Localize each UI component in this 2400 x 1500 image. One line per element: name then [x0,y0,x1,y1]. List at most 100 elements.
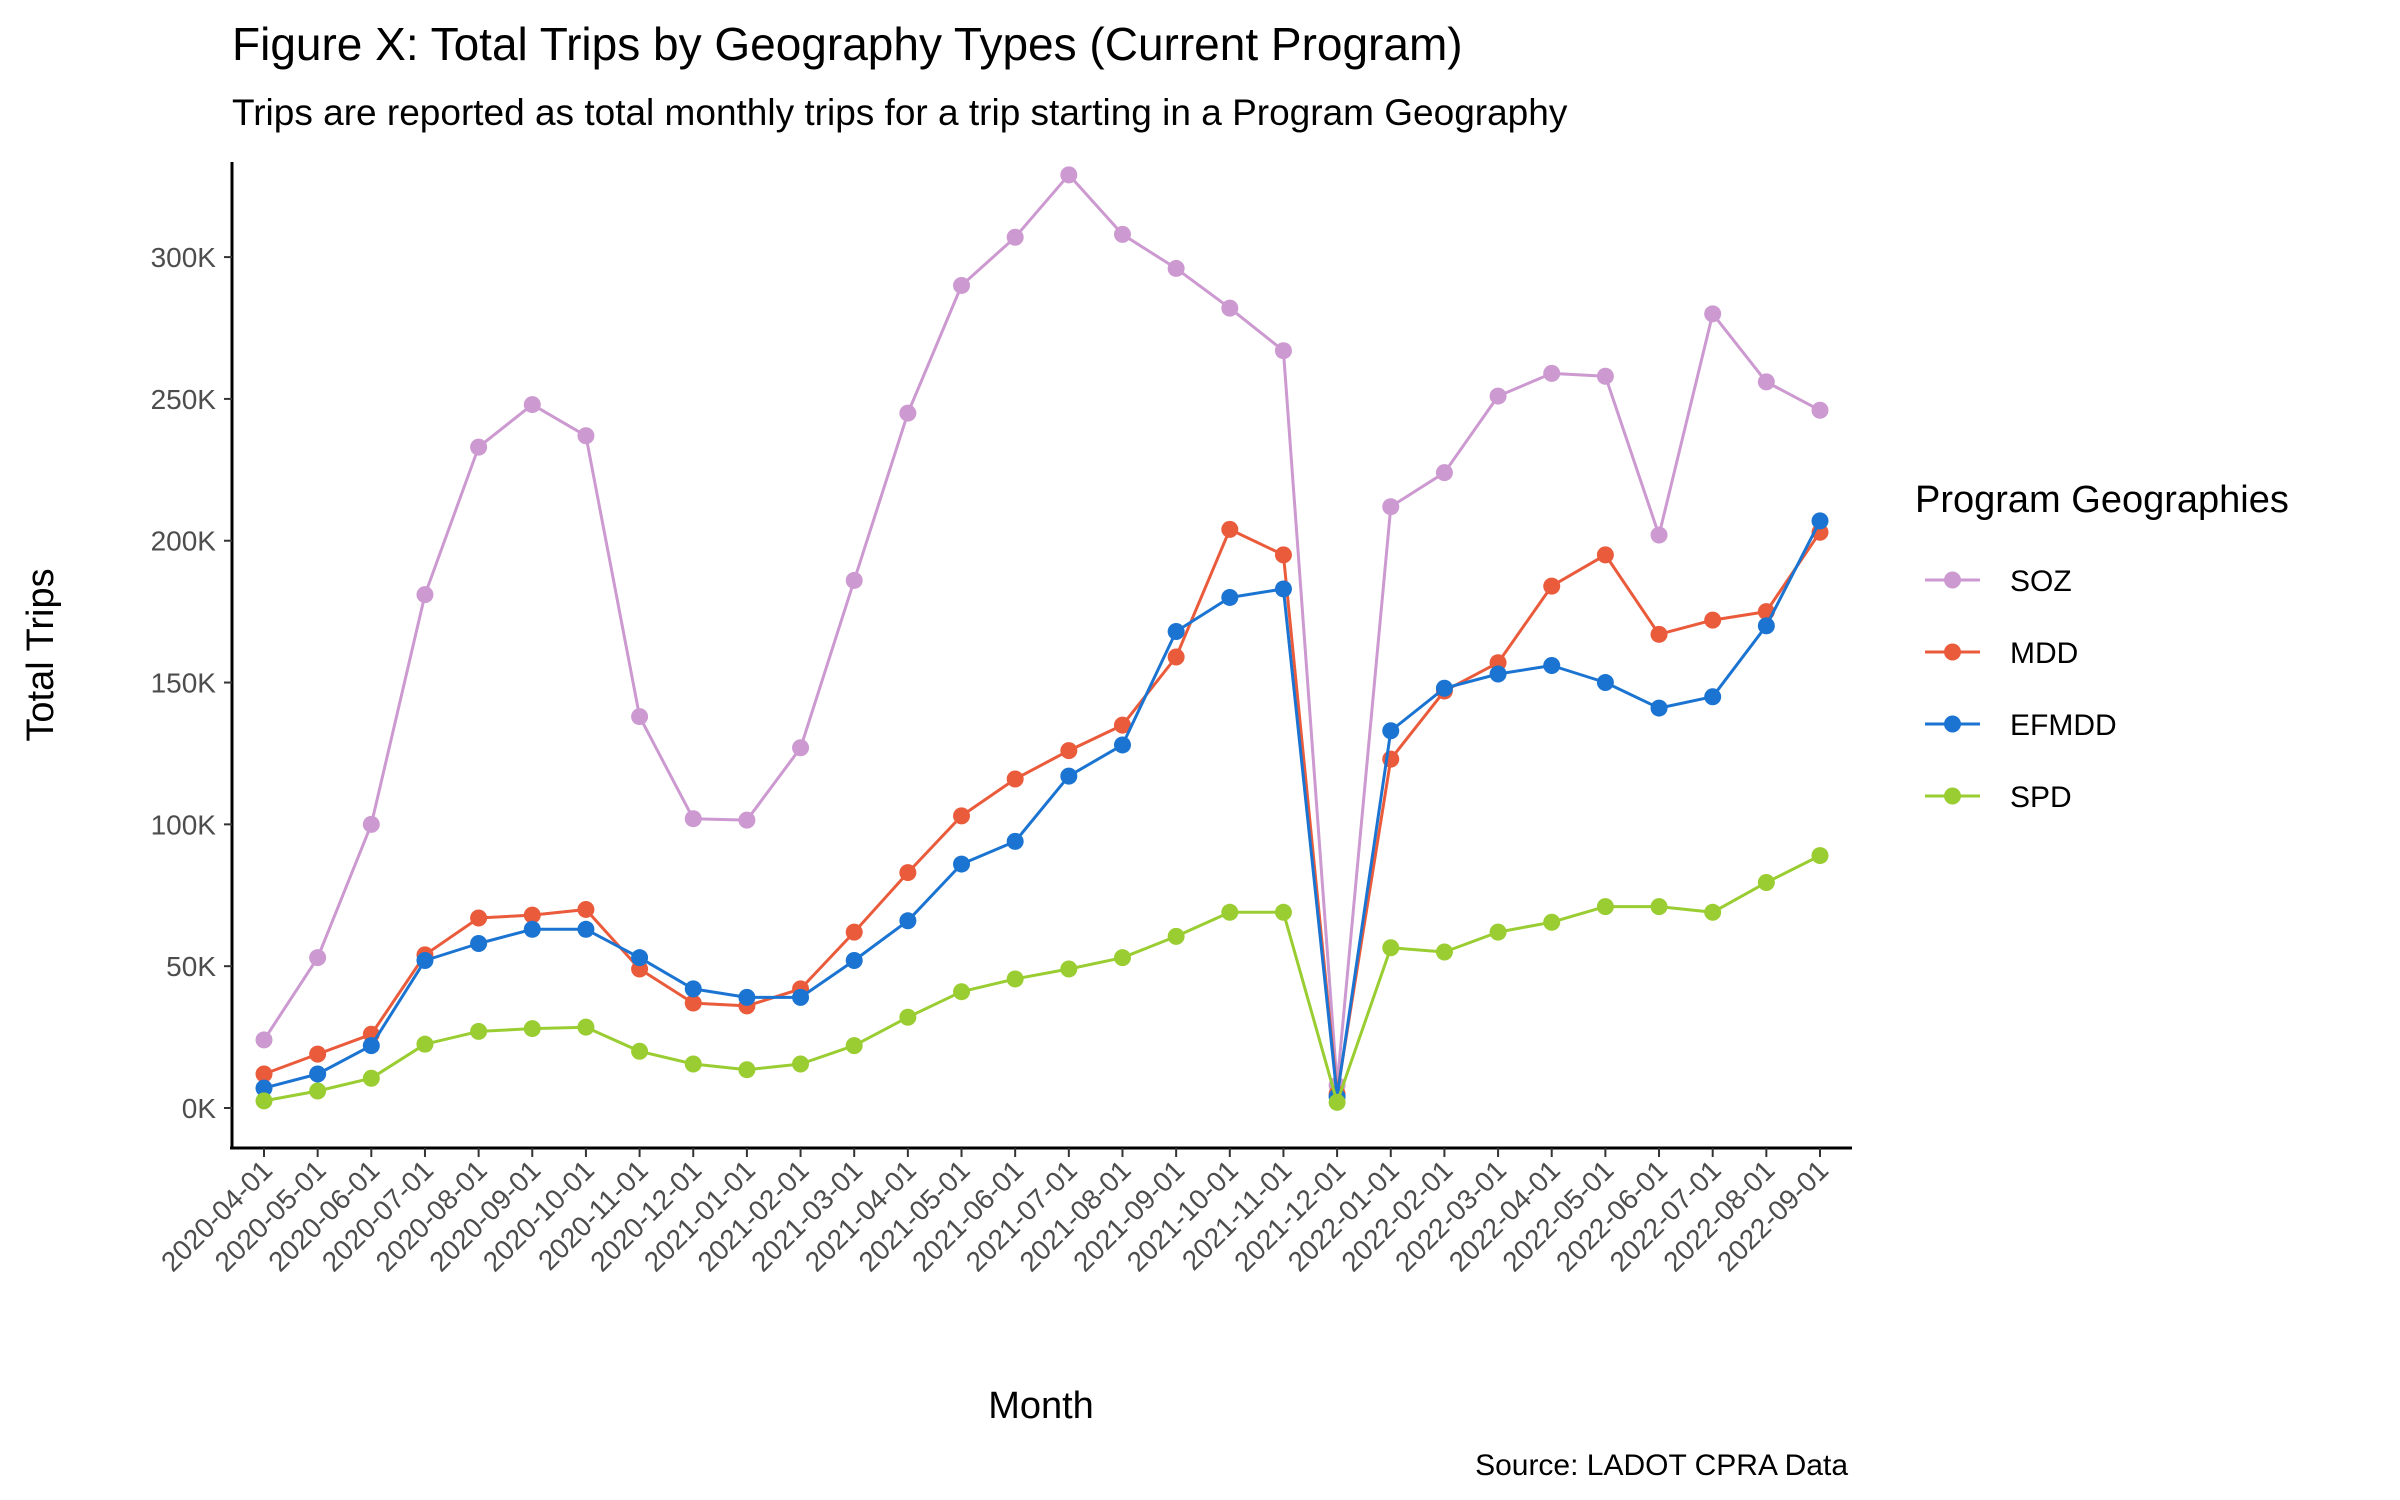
data-point [1167,259,1185,277]
data-point [899,912,917,930]
data-point [631,1042,649,1060]
data-point [470,934,488,952]
data-point [1596,674,1614,692]
legend-key-point [1944,643,1961,661]
data-point [1060,742,1078,760]
data-point [416,1035,434,1053]
data-point [1060,767,1078,785]
data-point [899,404,917,422]
data-point [1167,927,1185,945]
data-point [899,864,917,882]
data-point [1221,588,1239,606]
data-point [1113,225,1131,243]
data-point [738,988,756,1006]
data-point [1596,367,1614,385]
data-point [1113,949,1131,967]
chart-subtitle: Trips are reported as total monthly trip… [232,92,1568,133]
data-point [1811,512,1829,530]
data-point [470,438,488,456]
x-axis-title: Month [988,1385,1094,1427]
y-tick-label: 150K [151,668,217,699]
data-point [1811,847,1829,865]
data-point [1489,923,1507,941]
data-point [1596,546,1614,564]
data-point [684,980,702,998]
data-point [1650,699,1668,717]
data-point [1596,898,1614,916]
data-point [1006,228,1024,246]
data-point [899,1008,917,1026]
data-point [1543,364,1561,382]
data-point [1167,648,1185,666]
y-tick-label: 200K [151,526,217,557]
data-point [792,739,810,757]
legend-label: MDD [2010,637,2078,670]
series-layer [255,166,1829,1111]
y-tick-label: 100K [151,809,217,840]
data-point [577,920,595,938]
data-point [1704,688,1722,706]
series-spd [255,847,1829,1111]
data-point [738,1061,756,1079]
data-point [1650,625,1668,643]
series-soz [255,166,1829,1094]
data-point [1221,299,1239,317]
data-point [255,1092,273,1110]
data-point [1543,577,1561,595]
series-efmdd [255,512,1829,1106]
data-point [792,1055,810,1073]
y-tick-label: 0K [182,1093,217,1124]
data-point [1221,520,1239,538]
y-tick-label: 50K [166,951,216,982]
data-point [470,909,488,927]
data-point [684,994,702,1012]
data-point [738,811,756,829]
data-point [1435,679,1453,697]
legend-item-efmdd: EFMDD [1925,709,2117,742]
legend-item-spd: SPD [1925,781,2072,814]
data-point [792,988,810,1006]
data-point [1113,736,1131,754]
data-point [953,276,971,294]
data-point [845,952,863,970]
series-line [263,527,1822,1096]
data-point [845,1037,863,1055]
series-line [262,173,1821,1087]
data-point [953,855,971,873]
data-point [953,807,971,825]
y-tick-label: 300K [151,242,217,273]
data-point [1704,305,1722,323]
data-point [523,906,541,924]
data-point [309,949,327,967]
data-point [845,571,863,589]
series-line [263,520,1822,1099]
plot-area: 0K 50K 100K 150K 200K 250K 300K 2020-04-012020… [151,162,1852,1278]
data-point [362,1037,380,1055]
legend-key-point [1944,787,1961,805]
data-point [1757,874,1775,892]
data-point [1274,580,1292,598]
y-axis-ticks: 0K 50K 100K 150K 200K 250K 300K [151,242,232,1124]
data-point [631,949,649,967]
data-point [1328,1093,1346,1111]
data-point [362,1069,380,1087]
x-axis-ticks: 2020-04-012020-05-012020-06-012020-07-01… [155,1148,1834,1278]
data-point [309,1065,327,1083]
data-point [631,708,649,726]
data-point [1006,770,1024,788]
data-point [684,1055,702,1073]
legend-item-mdd: MDD [1925,637,2078,670]
data-point [1274,903,1292,921]
data-point [1757,617,1775,635]
data-point [1167,622,1185,640]
y-tick-label: 250K [151,384,217,415]
data-point [1221,903,1239,921]
data-point [255,1079,273,1097]
data-point [1811,401,1829,419]
data-point [1489,665,1507,683]
legend-label: SOZ [2010,565,2072,598]
data-point [362,815,380,833]
data-point [1435,943,1453,961]
data-point [1543,657,1561,675]
